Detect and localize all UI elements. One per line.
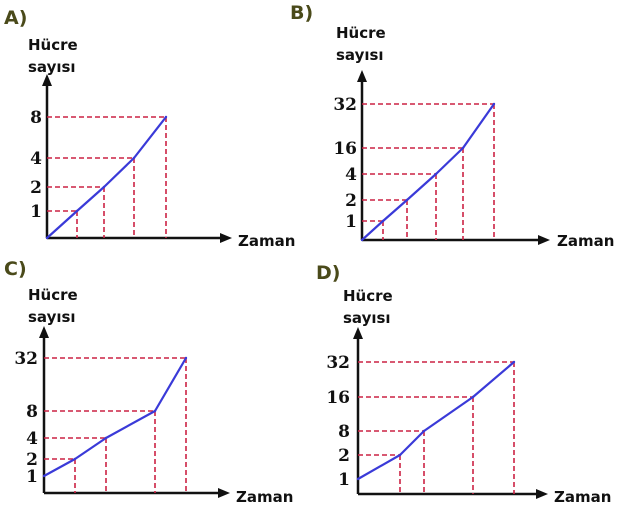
x-axis-title: Zaman: [554, 488, 611, 506]
y-tick-label: 4: [30, 149, 42, 169]
data-point: [75, 209, 79, 213]
y-axis-arrowhead: [353, 327, 363, 339]
option-label: B): [290, 2, 313, 24]
series-line: [43, 357, 187, 477]
y-tick-label: 16: [333, 139, 357, 159]
chart-panel-a: A)Hücre sayısı Zaman 1 2 4 8: [4, 7, 295, 250]
option-label: C): [4, 258, 27, 280]
y-tick-label: 2: [345, 191, 357, 211]
data-point: [184, 356, 188, 360]
x-axis-arrowhead: [218, 488, 230, 498]
data-point: [45, 236, 49, 240]
data-point: [434, 172, 438, 176]
y-tick-label: 1: [30, 202, 42, 222]
data-point: [356, 477, 360, 481]
y-tick-label: 32: [333, 95, 357, 115]
y-axis-title-line2: sayısı: [343, 309, 391, 327]
y-tick-label: 2: [30, 178, 42, 198]
y-tick-label: 1: [338, 470, 350, 490]
data-point: [422, 429, 426, 433]
y-axis-title-line2: sayısı: [28, 308, 76, 326]
y-tick-label: 32: [14, 349, 38, 369]
chart-panel-b: B) Hücre sayısı Zaman 12 4 16 32: [290, 2, 614, 250]
series-line: [357, 361, 515, 480]
y-tick-label: 8: [338, 422, 350, 442]
y-tick-label: 2: [338, 446, 350, 466]
y-tick-label: 4: [345, 165, 357, 185]
x-axis-title: Zaman: [238, 232, 295, 250]
y-axis-title-line2: sayısı: [336, 46, 384, 64]
data-point: [512, 360, 516, 364]
data-point: [360, 238, 364, 242]
data-point: [42, 474, 46, 478]
y-axis-title-line1: Hücre: [28, 36, 78, 54]
data-point: [398, 453, 402, 457]
data-point: [102, 185, 106, 189]
y-tick-label: 8: [26, 402, 38, 422]
series-line: [361, 103, 495, 241]
data-point: [405, 198, 409, 202]
y-axis-arrowhead: [42, 74, 52, 86]
x-axis-title: Zaman: [236, 488, 293, 506]
data-point: [461, 146, 465, 150]
data-point: [153, 409, 157, 413]
chart-panel-c: C)Hücre sayısı Zaman 124 8 32: [4, 258, 293, 506]
data-point: [132, 156, 136, 160]
y-tick-label: 4: [26, 429, 38, 449]
data-point: [471, 395, 475, 399]
x-axis-arrowhead: [538, 235, 550, 245]
data-point: [164, 115, 168, 119]
option-label: D): [316, 262, 340, 284]
data-point: [73, 457, 77, 461]
y-tick-label: 1: [26, 467, 38, 487]
series-line: [46, 116, 167, 239]
y-axis-arrowhead: [357, 70, 367, 82]
option-label: A): [4, 7, 27, 29]
data-point: [381, 219, 385, 223]
y-tick-label: 16: [326, 388, 350, 408]
data-point: [492, 102, 496, 106]
x-axis-arrowhead: [536, 489, 548, 499]
y-axis-title-line1: Hücre: [28, 286, 78, 304]
chart-panel-d: D)Hücre sayısı Zaman 1 2 8 16 32: [316, 262, 611, 506]
y-tick-label: 1: [345, 212, 357, 232]
data-point: [104, 436, 108, 440]
y-axis-title-line2: sayısı: [28, 58, 76, 76]
y-axis-arrowhead: [39, 326, 49, 338]
y-axis-title-line1: Hücre: [343, 287, 393, 305]
y-tick-label: 8: [30, 108, 42, 128]
y-axis-title-line1: Hücre: [336, 24, 386, 42]
y-tick-label: 32: [326, 353, 350, 373]
x-axis-title: Zaman: [557, 232, 614, 250]
y-tick-label: 2: [26, 450, 38, 470]
x-axis-arrowhead: [220, 233, 232, 243]
